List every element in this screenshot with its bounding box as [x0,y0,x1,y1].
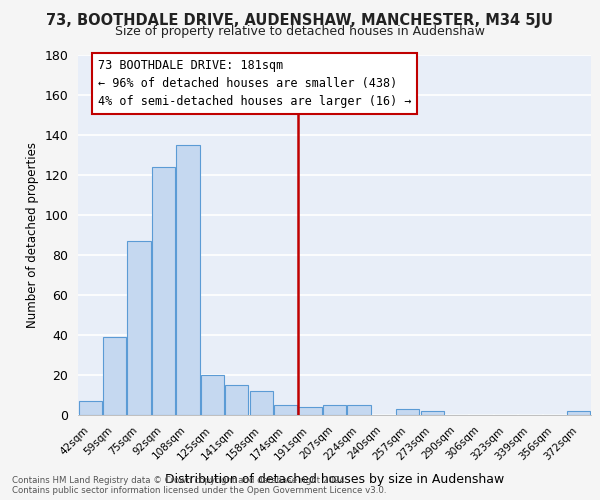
Bar [250,391,273,415]
Bar [274,405,297,415]
Bar [127,241,151,415]
Y-axis label: Number of detached properties: Number of detached properties [26,142,39,328]
Bar [567,411,590,415]
Bar [176,145,200,415]
X-axis label: Distribution of detached houses by size in Audenshaw: Distribution of detached houses by size … [165,472,504,486]
Bar [323,405,346,415]
Bar [225,385,248,415]
Text: Contains HM Land Registry data © Crown copyright and database right 2024.
Contai: Contains HM Land Registry data © Crown c… [12,476,386,495]
Text: 73, BOOTHDALE DRIVE, AUDENSHAW, MANCHESTER, M34 5JU: 73, BOOTHDALE DRIVE, AUDENSHAW, MANCHEST… [47,12,554,28]
Bar [152,167,175,415]
Bar [421,411,444,415]
Text: Size of property relative to detached houses in Audenshaw: Size of property relative to detached ho… [115,25,485,38]
Bar [396,409,419,415]
Bar [103,337,126,415]
Bar [298,407,322,415]
Bar [201,375,224,415]
Bar [347,405,371,415]
Text: 73 BOOTHDALE DRIVE: 181sqm
← 96% of detached houses are smaller (438)
4% of semi: 73 BOOTHDALE DRIVE: 181sqm ← 96% of deta… [98,59,411,108]
Bar [79,401,102,415]
